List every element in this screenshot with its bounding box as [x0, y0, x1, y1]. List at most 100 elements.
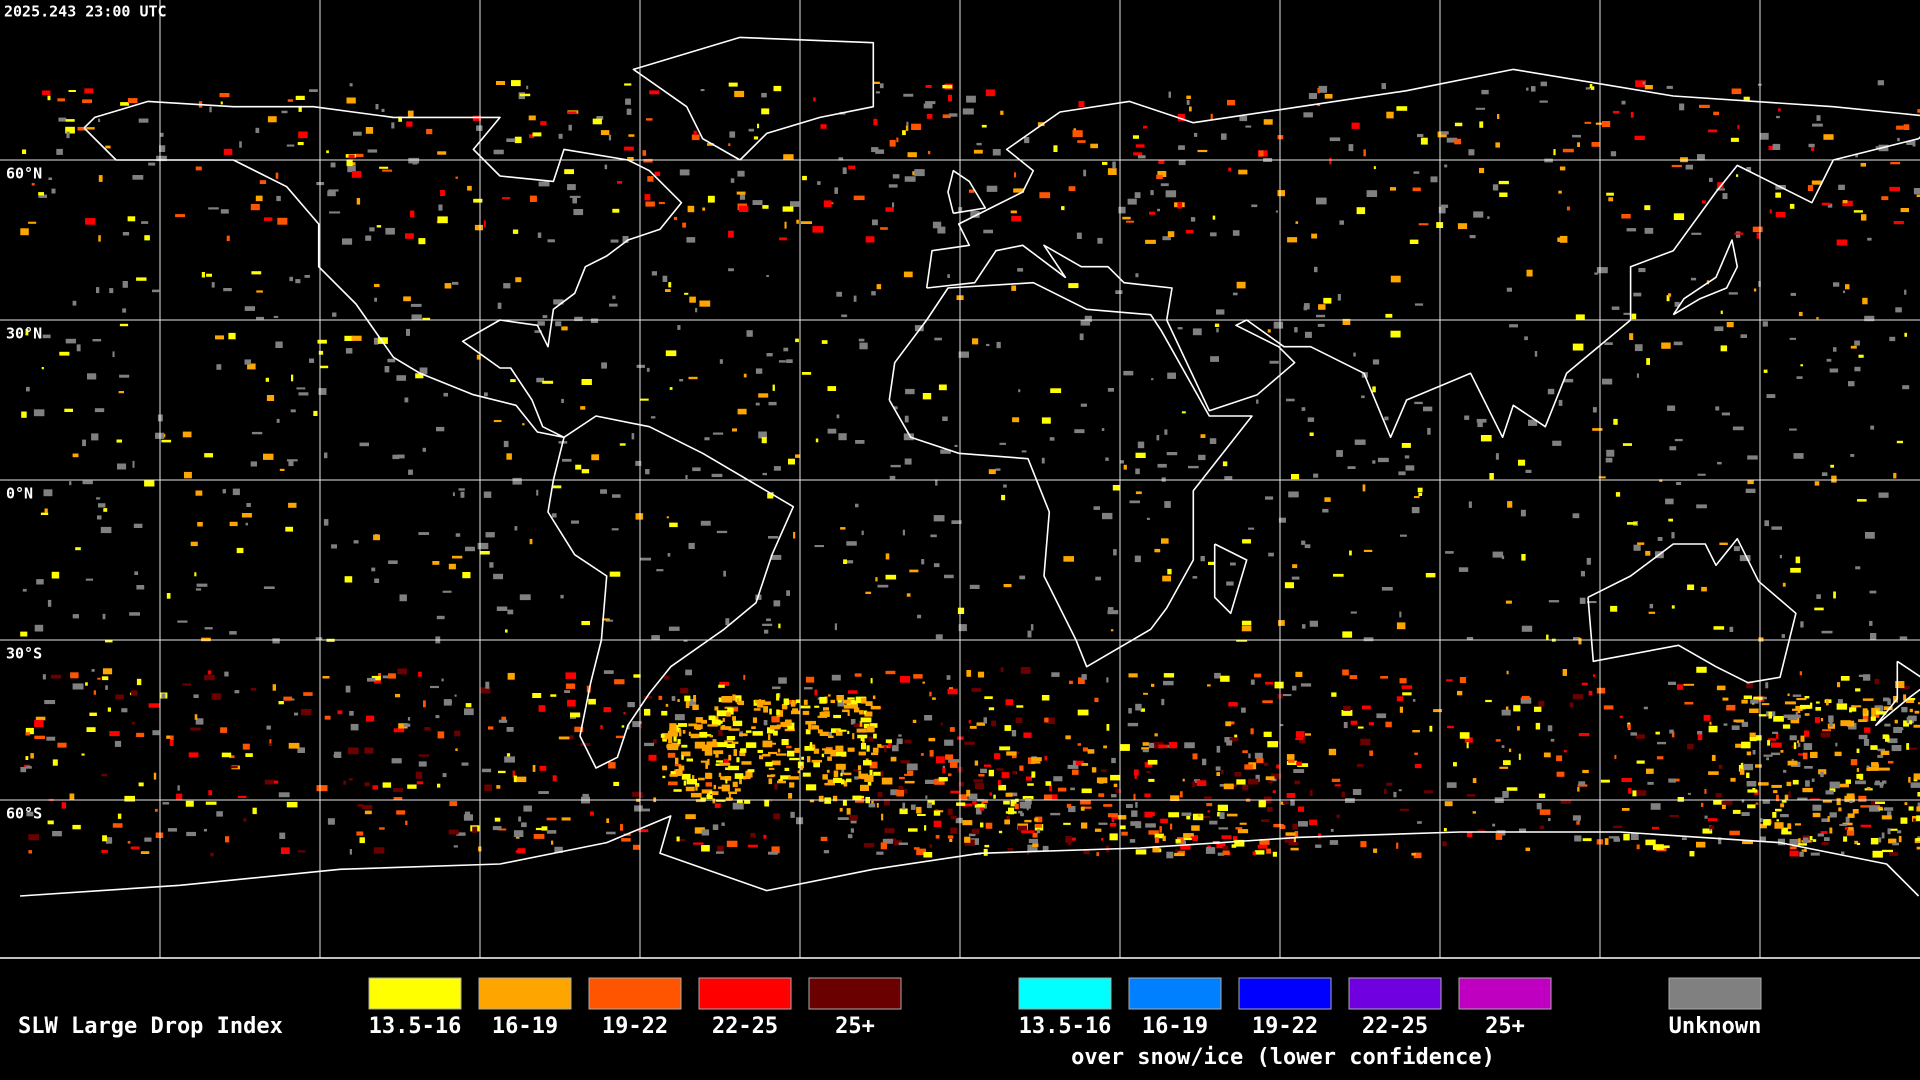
cloud-pixel	[114, 740, 122, 747]
cloud-pixel	[705, 772, 712, 779]
cloud-pixel	[1862, 708, 1868, 715]
cloud-pixel	[287, 99, 294, 102]
cloud-pixel	[872, 747, 879, 753]
cloud-pixel	[1766, 394, 1776, 398]
cloud-pixel	[1158, 744, 1168, 749]
cloud-pixel	[812, 725, 820, 730]
cloud-pixel	[748, 128, 754, 132]
cloud-pixel	[705, 782, 713, 787]
legend-swatch	[808, 977, 902, 1010]
cloud-pixel	[701, 789, 713, 794]
legend-label: Unknown	[1669, 1014, 1762, 1039]
cloud-pixel	[729, 131, 736, 138]
cloud-pixel	[930, 534, 937, 538]
cloud-pixel	[1454, 138, 1461, 145]
cloud-pixel	[36, 579, 44, 585]
cloud-pixel	[738, 205, 749, 212]
cloud-pixel	[1396, 622, 1406, 630]
cloud-pixel	[1295, 731, 1305, 738]
cloud-pixel	[263, 586, 275, 589]
cloud-pixel	[1177, 202, 1183, 209]
cloud-pixel	[711, 719, 721, 726]
cloud-pixel	[782, 724, 791, 728]
cloud-pixel	[702, 207, 706, 211]
cloud-pixel	[820, 124, 827, 129]
cloud-pixel	[964, 836, 971, 843]
cloud-pixel	[622, 236, 629, 243]
cloud-pixel	[201, 637, 211, 642]
cloud-pixel	[1003, 800, 1010, 805]
cloud-pixel	[1866, 765, 1870, 771]
legend-swatch	[478, 977, 572, 1010]
cloud-pixel	[665, 289, 671, 292]
cloud-pixel	[889, 475, 896, 480]
cloud-pixel	[767, 492, 774, 499]
cloud-pixel	[787, 722, 795, 730]
cloud-pixel	[776, 710, 784, 717]
cloud-pixel	[996, 341, 1001, 349]
cloud-pixel	[796, 219, 799, 224]
cloud-pixel	[1293, 769, 1305, 773]
cloud-pixel	[1870, 425, 1875, 430]
cloud-pixel	[898, 734, 902, 737]
cloud-pixel	[96, 287, 100, 294]
cloud-pixel	[1161, 698, 1165, 706]
cloud-pixel	[1163, 680, 1174, 686]
cloud-pixel	[732, 716, 736, 721]
cloud-pixel	[437, 731, 445, 739]
cloud-pixel	[834, 623, 837, 631]
cloud-pixel	[1294, 327, 1298, 333]
cloud-pixel	[726, 840, 738, 847]
cloud-pixel	[561, 817, 571, 821]
cloud-pixel	[800, 765, 804, 771]
cloud-pixel	[674, 764, 682, 767]
cloud-pixel	[1890, 161, 1900, 165]
cloud-pixel	[537, 232, 542, 238]
cloud-pixel	[1722, 804, 1726, 810]
cloud-pixel	[1248, 753, 1251, 759]
cloud-pixel	[1506, 287, 1512, 292]
cloud-pixel	[1499, 192, 1508, 197]
cloud-pixel	[1800, 735, 1805, 742]
cloud-pixel	[877, 743, 882, 748]
cloud-pixel	[1536, 803, 1542, 810]
cloud-pixel	[1577, 787, 1580, 792]
cloud-pixel	[1875, 780, 1880, 784]
cloud-pixel	[1080, 403, 1087, 407]
cloud-pixel	[480, 687, 491, 694]
cloud-pixel	[1239, 822, 1247, 825]
cloud-pixel	[1798, 311, 1803, 317]
cloud-pixel	[693, 842, 704, 845]
cloud-pixel	[1753, 696, 1763, 701]
cloud-pixel	[728, 230, 734, 238]
cloud-pixel	[278, 701, 284, 705]
cloud-pixel	[31, 183, 35, 186]
cloud-pixel	[1337, 294, 1341, 301]
cloud-pixel	[322, 676, 330, 679]
cloud-pixel	[764, 629, 769, 634]
cloud-pixel	[1747, 480, 1754, 485]
cloud-pixel	[732, 720, 743, 727]
cloud-pixel	[1192, 781, 1196, 788]
cloud-pixel	[155, 832, 164, 838]
cloud-pixel	[1083, 169, 1087, 177]
cloud-pixel	[1558, 190, 1562, 194]
cloud-pixel	[1726, 704, 1736, 711]
cloud-pixel	[853, 769, 858, 772]
cloud-pixel	[910, 804, 916, 810]
cloud-pixel	[144, 837, 152, 842]
coastline	[1672, 239, 1739, 316]
cloud-pixel	[1771, 742, 1782, 748]
cloud-pixel	[1767, 740, 1771, 746]
cloud-pixel	[1671, 731, 1675, 738]
cloud-pixel	[1895, 307, 1902, 313]
cloud-pixel	[581, 379, 592, 385]
cloud-pixel	[1913, 724, 1920, 728]
cloud-pixel	[922, 393, 932, 400]
cloud-pixel	[528, 115, 536, 121]
cloud-pixel	[1521, 695, 1530, 700]
cloud-pixel	[668, 736, 673, 744]
cloud-pixel	[1214, 672, 1221, 679]
cloud-pixel	[115, 694, 124, 700]
cloud-pixel	[590, 318, 599, 323]
